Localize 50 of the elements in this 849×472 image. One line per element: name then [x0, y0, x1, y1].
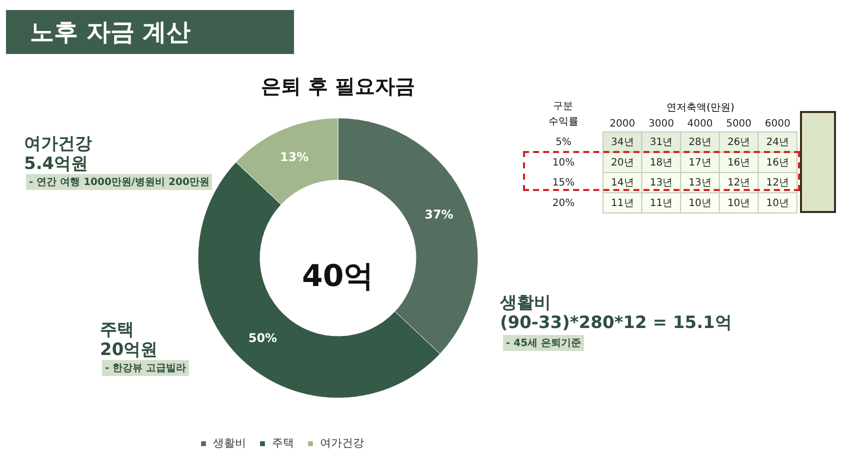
data-label: 13년: [688, 178, 712, 189]
x-axis-title: 연저축액(만원): [666, 102, 734, 114]
data-label: 12년: [766, 178, 789, 189]
text: - 45세 은퇴기준: [503, 335, 584, 351]
chart-title: 은퇴 후 필요자금: [261, 74, 415, 98]
x-tick-label: 4000: [687, 118, 713, 130]
legend-label: 생활비: [213, 436, 246, 450]
y-tick-label: 5%: [556, 137, 572, 148]
text: 생활비: [500, 293, 551, 313]
data-label: 13%: [280, 150, 309, 164]
data-label: 13년: [650, 178, 673, 189]
data-label: 24년: [766, 137, 789, 148]
data-label: 11년: [611, 198, 634, 209]
legend-label: 주택: [272, 436, 294, 450]
data-label: 34년: [611, 137, 634, 148]
data-label: 50%: [248, 331, 278, 346]
data-label: 10년: [727, 198, 750, 209]
x-tick-label: 2000: [610, 118, 636, 130]
data-label: 10년: [688, 198, 712, 209]
chart-title: 구분: [553, 101, 573, 112]
text: 40억: [302, 258, 374, 296]
y-tick-label: 15%: [552, 178, 575, 189]
data-label: 14년: [611, 178, 634, 189]
x-tick-label: 5000: [726, 118, 752, 130]
data-label: 20년: [611, 157, 634, 168]
text: 5.4억원: [24, 154, 88, 174]
text: 노후 자금 계산: [6, 10, 294, 54]
data-label: 26년: [727, 137, 750, 148]
y-tick-label: 10%: [552, 157, 575, 168]
text: - 한강뷰 고급빌라: [102, 360, 190, 376]
text: (90-33)*280*12 = 15.1억: [500, 313, 732, 333]
y-axis-title: 수익률: [548, 116, 578, 128]
text: 20억원: [100, 340, 158, 360]
data-label: 18년: [650, 157, 673, 168]
text: 여가건강: [24, 134, 92, 154]
data-label: 10년: [766, 198, 789, 209]
y-tick-label: 20%: [552, 198, 575, 209]
data-label: 28년: [688, 137, 712, 148]
data-label: 37%: [424, 207, 454, 222]
text: - 연간 여행 1000만원/병원비 200만원: [26, 174, 212, 190]
data-label: 12년: [727, 178, 750, 189]
data-label: 16년: [727, 157, 750, 168]
text: 주택: [100, 320, 134, 340]
legend-label: 여가건강: [320, 436, 364, 450]
data-label: 31년: [650, 137, 673, 148]
x-tick-label: 6000: [764, 118, 790, 130]
data-label: 11년: [650, 198, 673, 209]
data-label: 17년: [688, 157, 712, 168]
x-tick-label: 3000: [648, 118, 674, 130]
data-label: 16년: [766, 157, 789, 168]
